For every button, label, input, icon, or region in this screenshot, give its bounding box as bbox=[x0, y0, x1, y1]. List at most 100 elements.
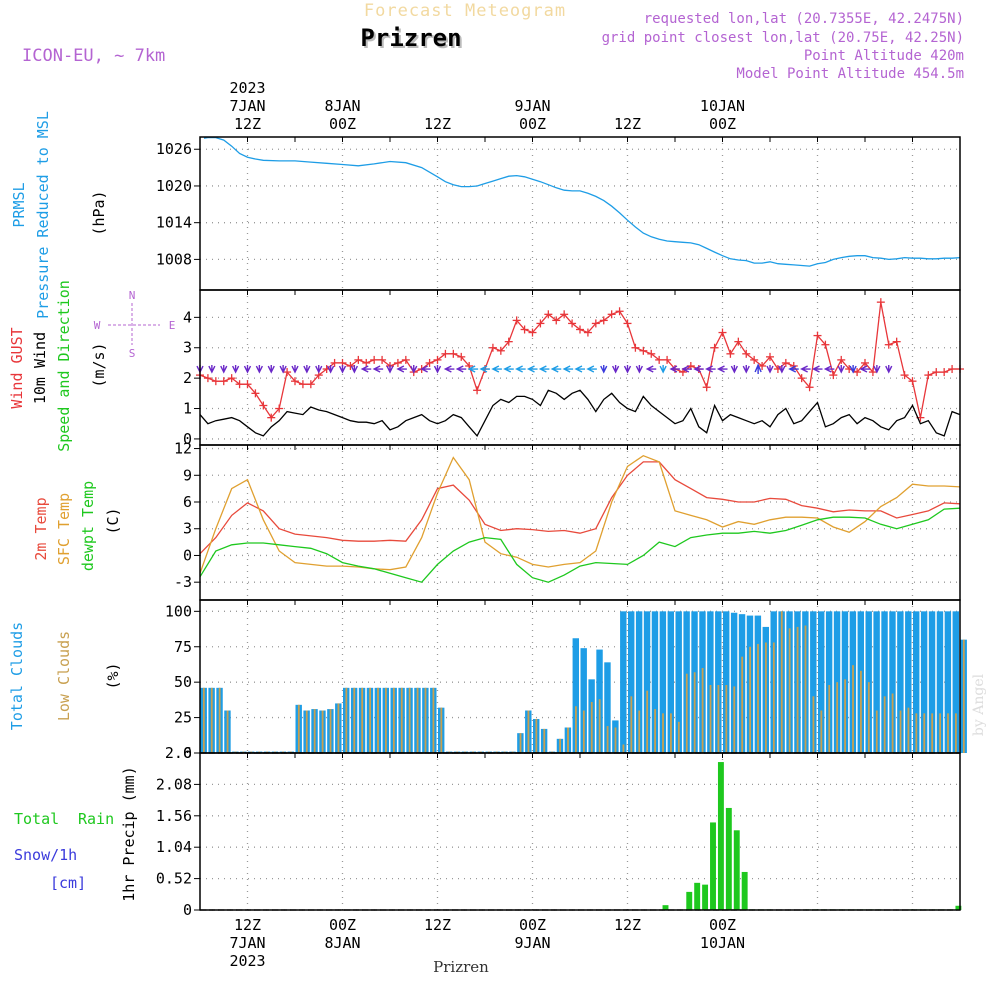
gust-marker bbox=[520, 325, 529, 334]
gust-marker bbox=[330, 358, 339, 367]
gust-marker bbox=[639, 346, 648, 355]
low-cloud-bar bbox=[725, 685, 728, 753]
info-line-3: Point Altitude 420m bbox=[804, 48, 964, 64]
low-cloud-bar bbox=[527, 710, 530, 753]
wind-direction-arrow bbox=[360, 365, 372, 373]
temp-plot bbox=[199, 454, 961, 583]
wind-direction-arrow bbox=[433, 365, 442, 374]
low-cloud-bar bbox=[202, 687, 205, 753]
total-cloud-bar bbox=[913, 611, 920, 753]
info-line-4: Model Point Altitude 454.5m bbox=[736, 66, 964, 82]
total-cloud-bar bbox=[889, 611, 896, 753]
low-cloud-bar bbox=[693, 672, 696, 753]
wind-direction-arrow bbox=[303, 365, 311, 374]
info-line-1: requested lon,lat (20.7355E, 42.2475N) bbox=[644, 11, 964, 27]
wind-direction-arrow bbox=[443, 365, 455, 373]
low-cloud-bar bbox=[923, 713, 926, 753]
total-cloud-bar bbox=[905, 611, 912, 753]
wind-direction-arrow bbox=[538, 365, 550, 373]
low-cloud-bar bbox=[955, 713, 957, 753]
wind-direction-arrow bbox=[586, 365, 597, 373]
total-cloud-bar bbox=[651, 611, 659, 753]
y-tick-label: 6 bbox=[183, 493, 192, 511]
cloud-title-1: Total Clouds bbox=[8, 622, 26, 730]
gust-marker bbox=[797, 374, 806, 383]
rain-bar bbox=[662, 905, 669, 910]
gust-marker bbox=[433, 355, 442, 364]
wind-direction-arrow bbox=[479, 365, 490, 373]
wind-direction-arrow bbox=[705, 365, 716, 373]
gust-marker bbox=[924, 371, 933, 380]
low-cloud-bar bbox=[337, 703, 340, 753]
pressure-panel-titles: PRMSL Pressure Reduced to MSL (hPa) bbox=[10, 111, 108, 319]
gust-marker bbox=[805, 383, 814, 392]
wind-direction-arrow bbox=[742, 365, 750, 374]
panel-frame bbox=[199, 444, 961, 601]
gust-marker bbox=[615, 307, 624, 316]
y-tick-label: 3 bbox=[183, 339, 192, 357]
cloud-panel-titles: Total Clouds Low Clouds (%) bbox=[8, 622, 122, 730]
total-cloud-bar bbox=[952, 611, 959, 753]
wind-direction-arrow bbox=[811, 365, 823, 373]
wind-direction-arrow bbox=[837, 365, 845, 374]
low-cloud-bar bbox=[646, 690, 649, 753]
low-cloud-bar bbox=[313, 709, 316, 753]
gust-marker bbox=[227, 374, 236, 383]
low-cloud-bar bbox=[440, 707, 443, 753]
gust-marker bbox=[512, 316, 521, 325]
rain-bar bbox=[686, 891, 693, 910]
gust-marker bbox=[900, 371, 909, 380]
bottom-time-label: 00Z bbox=[329, 916, 356, 934]
gust-marker bbox=[393, 358, 402, 367]
low-cloud-bar bbox=[543, 728, 546, 753]
low-cloud-bar bbox=[860, 670, 862, 753]
low-cloud-bar bbox=[962, 639, 965, 753]
top-time-label: 12Z bbox=[614, 115, 641, 133]
y-tick-label: 1 bbox=[183, 400, 192, 418]
low-cloud-bar bbox=[709, 685, 712, 753]
gust-marker bbox=[932, 368, 941, 377]
gust-marker bbox=[663, 355, 672, 364]
low-cloud-bar bbox=[654, 709, 656, 753]
wind-panel-titles: Wind GUST 10m Wind Speed and Direction (… bbox=[8, 280, 175, 452]
wind-direction-arrow bbox=[693, 365, 704, 373]
gust-marker bbox=[710, 343, 719, 352]
cloud-unit: (%) bbox=[104, 662, 122, 689]
y-tick-label: 0 bbox=[183, 546, 192, 564]
wind-direction-arrow bbox=[220, 365, 228, 374]
wind-direction-arrow bbox=[754, 363, 762, 375]
location-title-shadow: Prizren bbox=[362, 26, 463, 54]
gust-marker bbox=[251, 389, 260, 398]
compass-rose: N S W E bbox=[94, 289, 176, 360]
low-cloud-bar bbox=[701, 668, 704, 753]
temp-title-3: dewpt Temp bbox=[79, 481, 97, 571]
low-cloud-bar bbox=[606, 726, 609, 753]
model-label: ICON-EU, ~ 7km bbox=[22, 46, 165, 66]
precip-panel-titles: Total Rain Snow/1h [cm] 1hr Precip (mm) bbox=[14, 766, 138, 901]
wind-unit: (m/s) bbox=[90, 342, 108, 387]
wind-direction-arrow bbox=[526, 365, 538, 373]
low-cloud-bar bbox=[385, 687, 387, 753]
low-cloud-bar bbox=[392, 687, 395, 753]
low-cloud-bar bbox=[590, 702, 593, 753]
gust-marker bbox=[528, 328, 537, 337]
gust-marker bbox=[583, 328, 592, 337]
y-tick-label: 0 bbox=[183, 744, 192, 762]
low-cloud-bar bbox=[891, 693, 894, 753]
low-cloud-bar bbox=[345, 687, 348, 753]
compass-w: W bbox=[94, 319, 101, 332]
low-cloud-bar bbox=[875, 710, 878, 753]
gust-marker bbox=[813, 331, 822, 340]
wind-speed-line bbox=[199, 389, 961, 438]
y-tick-label: 1026 bbox=[156, 140, 192, 158]
wind-direction-arrow bbox=[243, 365, 252, 374]
info-line-2: grid point closest lon,lat (20.75E, 42.2… bbox=[602, 30, 964, 46]
y-tick-label: 3 bbox=[183, 520, 192, 538]
wind-direction-arrow bbox=[420, 365, 431, 373]
low-cloud-bar bbox=[939, 713, 941, 753]
wind-dir-title: Speed and Direction bbox=[55, 280, 73, 452]
gust-marker bbox=[267, 413, 276, 422]
y-tick-label: 100 bbox=[165, 602, 192, 620]
compass-s: S bbox=[129, 347, 136, 360]
y-tick-label: 9 bbox=[183, 466, 192, 484]
